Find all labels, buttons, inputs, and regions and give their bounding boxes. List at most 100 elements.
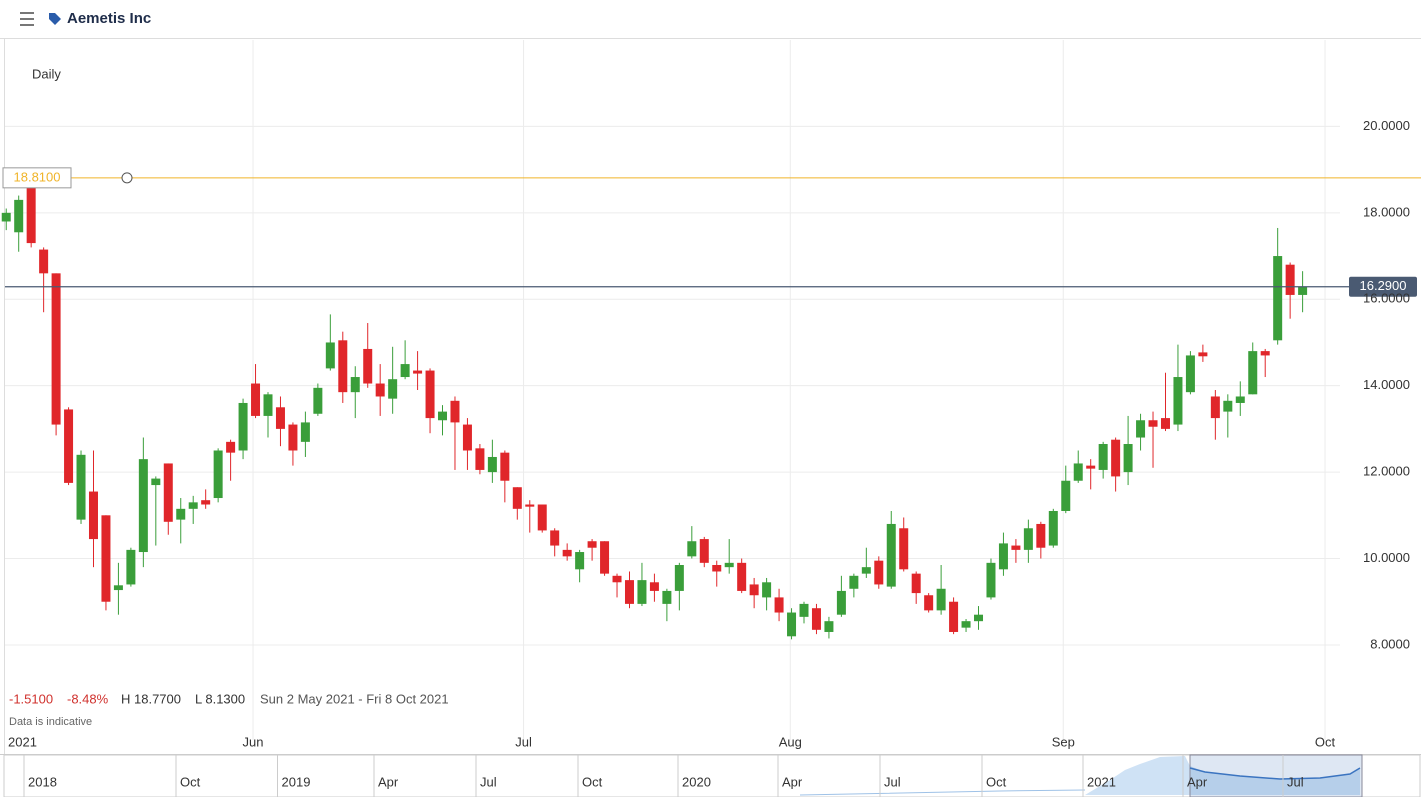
candle-body [400, 364, 410, 378]
x-tick-label: Oct [1315, 734, 1336, 749]
candle-body [575, 552, 585, 570]
navigator-labels: 2018 Oct 2019 Apr Jul Oct 2020 Apr Jul Oct 2021 Apr… [23, 755, 1304, 797]
candle-body [762, 582, 772, 598]
x-tick-label: Jun [243, 734, 264, 749]
candle-body [425, 370, 435, 419]
candle-body [525, 504, 535, 507]
low: L 8.1300 [195, 691, 245, 706]
candle-body [201, 500, 211, 505]
candle-body [587, 541, 597, 548]
navigator-area [1085, 756, 1360, 795]
candle-body [624, 580, 634, 604]
candle-body [974, 614, 984, 622]
reference-label: 18.8100 [14, 169, 61, 184]
navigator-selection-line [1189, 767, 1361, 780]
candle-body [26, 184, 36, 244]
candle-body [1148, 420, 1158, 427]
candle-body [462, 424, 472, 451]
candle-body [275, 407, 285, 429]
x-tick-label: Aug [779, 734, 802, 749]
candle-body [737, 562, 747, 591]
y-tick-label: 14.0000 [1363, 377, 1410, 392]
reference-label-box [2, 167, 72, 189]
candle-body [450, 400, 460, 423]
navigator[interactable]: 2018 Oct 2019 Apr Jul Oct 2020 Apr Jul Oct 2021 Apr… [3, 754, 1421, 797]
candle-body [251, 383, 261, 416]
x-tick-label: Jul [515, 734, 532, 749]
candle-body [1248, 351, 1258, 395]
change-percent: -8.48% [67, 691, 109, 706]
candle-body [126, 549, 136, 585]
candle-body [363, 348, 373, 384]
y-tick-label: 8.0000 [1370, 636, 1410, 651]
menu-icon[interactable] [20, 12, 34, 26]
candle-body [824, 621, 834, 632]
disclaimer: Data is indicative [9, 716, 92, 728]
candle-body [238, 402, 248, 451]
candle-body [1111, 439, 1121, 477]
candle-body [712, 565, 722, 572]
candle-body [413, 370, 423, 374]
candle-body [313, 387, 323, 414]
candle-body [438, 411, 448, 421]
candle-body [1023, 528, 1033, 550]
candle-body [1061, 480, 1071, 511]
candle-body [1, 212, 11, 222]
candle-body [1136, 420, 1146, 438]
candle-body [562, 549, 572, 557]
header: Aemetis Inc [0, 10, 1421, 39]
candle-body [874, 560, 884, 585]
candle-body [1073, 463, 1083, 481]
candle-body [674, 565, 684, 591]
candle-body [811, 608, 821, 630]
candle-body [799, 603, 809, 617]
candle-body [949, 601, 959, 632]
candle-body [388, 379, 398, 399]
navigator-label: 2021 [1087, 774, 1116, 789]
candle-body [787, 612, 797, 637]
navigator-label: Jul [480, 774, 497, 789]
navigator-label: 2018 [28, 774, 57, 789]
last-price-label: 16.2900 [1360, 278, 1407, 293]
candle-body [774, 597, 784, 613]
candle-body [961, 621, 971, 628]
candle-body [998, 543, 1008, 570]
candle-body [911, 573, 921, 594]
candle-body [550, 530, 560, 546]
candle-body [1098, 444, 1108, 470]
y-tick-label: 16.0000 [1363, 291, 1410, 306]
y-tick-label: 20.0000 [1363, 118, 1410, 133]
reference-handle[interactable] [121, 172, 133, 184]
candle-body [338, 340, 348, 393]
candle-body [39, 249, 49, 274]
candle-body [699, 539, 709, 563]
instrument-title: Aemetis Inc [67, 10, 151, 27]
stats: -1.5100 -8.48% H 18.7700 L 8.1300 Sun 2 … [9, 691, 449, 727]
y-tick-label: 10.0000 [1363, 550, 1410, 565]
overlays: 18.8100 16.2900 [2, 167, 1421, 297]
candle-body [986, 562, 996, 598]
candle-body [1036, 523, 1046, 548]
y-tick-label: 18.0000 [1363, 204, 1410, 219]
candle-body [662, 590, 672, 604]
change: -1.5100 [9, 691, 53, 706]
candle-body [687, 541, 697, 557]
candle-body [886, 523, 896, 587]
navigator-label: Oct [582, 774, 603, 789]
candle-body [1273, 256, 1283, 341]
date-range: Sun 2 May 2021 - Fri 8 Oct 2021 [260, 691, 449, 706]
candle-body [924, 595, 934, 611]
navigator-label: Apr [378, 774, 399, 789]
navigator-label: Jul [1287, 774, 1304, 789]
candle-body [637, 580, 647, 604]
x-tick-label: 2021 [8, 734, 37, 749]
navigator-label: Oct [986, 774, 1007, 789]
candle-body [1298, 286, 1308, 295]
navigator-label: 2020 [682, 774, 711, 789]
candle-body [1086, 465, 1096, 469]
candle-body [350, 377, 360, 393]
candle-body [163, 463, 173, 522]
candle-body [500, 452, 510, 481]
